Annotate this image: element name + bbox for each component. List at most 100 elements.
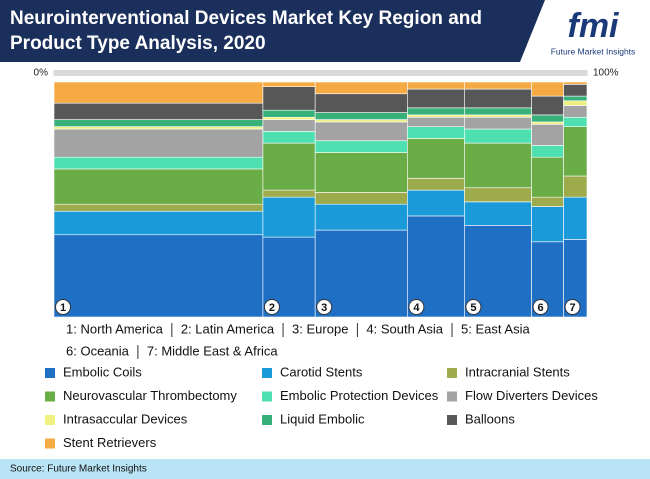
segment — [531, 81, 564, 97]
segment — [262, 116, 316, 120]
segment — [314, 192, 408, 205]
region-legend: 2: Latin America — [181, 321, 275, 336]
segment — [53, 119, 264, 127]
legend-label: Intracranial Stents — [465, 364, 570, 379]
source: Source: Future Market Insights — [10, 464, 147, 475]
region-marker: 1 — [60, 302, 66, 314]
region-marker-bg — [55, 299, 71, 315]
x-tick-label: 100% — [593, 68, 619, 79]
region-marker-bg — [465, 299, 482, 315]
region-legend: 7: Middle East & Africa — [147, 343, 279, 358]
legend-label: Embolic Coils — [63, 364, 142, 379]
legend-label: Intrasaccular Devices — [63, 411, 188, 426]
segment — [314, 152, 408, 193]
segment — [563, 105, 588, 118]
legend-label: Embolic Protection Devices — [280, 388, 439, 403]
region-legend: 3: Europe — [292, 321, 348, 336]
region-marker: 7 — [569, 302, 575, 314]
segment — [464, 88, 532, 109]
legend-swatch — [447, 415, 457, 425]
region-marker: 2 — [269, 302, 275, 314]
segment — [464, 142, 532, 189]
segment — [563, 175, 588, 198]
region-marker-bg — [263, 299, 280, 315]
segment — [464, 128, 532, 144]
segment — [531, 196, 564, 207]
segment — [262, 189, 316, 198]
segment — [53, 168, 264, 205]
segment — [262, 196, 316, 238]
segment — [464, 81, 532, 90]
segment — [531, 206, 564, 243]
region-marker: 5 — [470, 302, 476, 314]
legend-swatch — [447, 391, 457, 402]
legend-swatch — [262, 415, 272, 425]
segment — [262, 81, 316, 87]
segment — [531, 121, 564, 125]
legend-swatch — [45, 438, 55, 449]
segment — [314, 121, 408, 142]
segment — [407, 88, 465, 109]
segment — [563, 196, 588, 240]
segment — [407, 81, 465, 90]
region-marker-bg — [532, 299, 549, 315]
segment — [53, 203, 264, 212]
legend-swatch — [262, 391, 272, 402]
legend-swatch — [45, 368, 55, 378]
header-band — [0, 0, 545, 62]
segment — [314, 81, 408, 95]
segment — [407, 126, 465, 139]
segment — [531, 114, 564, 123]
segment — [314, 93, 408, 113]
region-marker: 6 — [538, 302, 544, 314]
segment — [563, 81, 588, 85]
segment — [563, 116, 588, 127]
region-marker-bg — [316, 299, 333, 315]
segment — [314, 203, 408, 231]
segment — [53, 210, 264, 236]
segment — [262, 131, 316, 144]
segment — [407, 189, 465, 217]
segment — [262, 86, 316, 111]
segment — [563, 84, 588, 97]
region-legend: 1: North America — [66, 321, 164, 336]
legend-swatch — [45, 415, 55, 425]
segment — [314, 140, 408, 153]
region-legend: 6: Oceania — [66, 343, 130, 358]
segment — [314, 112, 408, 120]
segment — [563, 95, 588, 102]
segment — [407, 114, 465, 118]
segment — [53, 126, 264, 130]
segment — [262, 109, 316, 118]
segment — [407, 138, 465, 179]
segment — [464, 107, 532, 116]
footer-band — [0, 459, 650, 479]
region-marker: 4 — [413, 302, 420, 314]
region-marker-bg — [408, 299, 425, 315]
logo: fmi — [568, 7, 621, 45]
legend-label: Flow Diverters Devices — [465, 388, 598, 403]
segment — [563, 100, 588, 106]
legend-label: Balloons — [465, 411, 515, 426]
segment — [53, 156, 264, 170]
legend-label: Carotid Stents — [280, 364, 363, 379]
legend-swatch — [45, 391, 55, 402]
segment — [531, 145, 564, 158]
legend-label: Neurovascular Thrombectomy — [63, 388, 237, 403]
segment — [407, 116, 465, 127]
segment — [563, 126, 588, 177]
segment — [464, 201, 532, 226]
legend-swatch — [262, 368, 272, 378]
segment — [531, 156, 564, 198]
segment — [464, 187, 532, 203]
legend-swatch — [447, 368, 457, 378]
logo-caption: Future Market Insights — [551, 46, 636, 56]
region-legend: 5: East Asia — [461, 321, 530, 336]
segment — [53, 81, 264, 104]
x-tick-label: 0% — [34, 68, 49, 79]
segment — [262, 142, 316, 191]
segment — [531, 95, 564, 116]
region-marker: 3 — [321, 302, 327, 314]
